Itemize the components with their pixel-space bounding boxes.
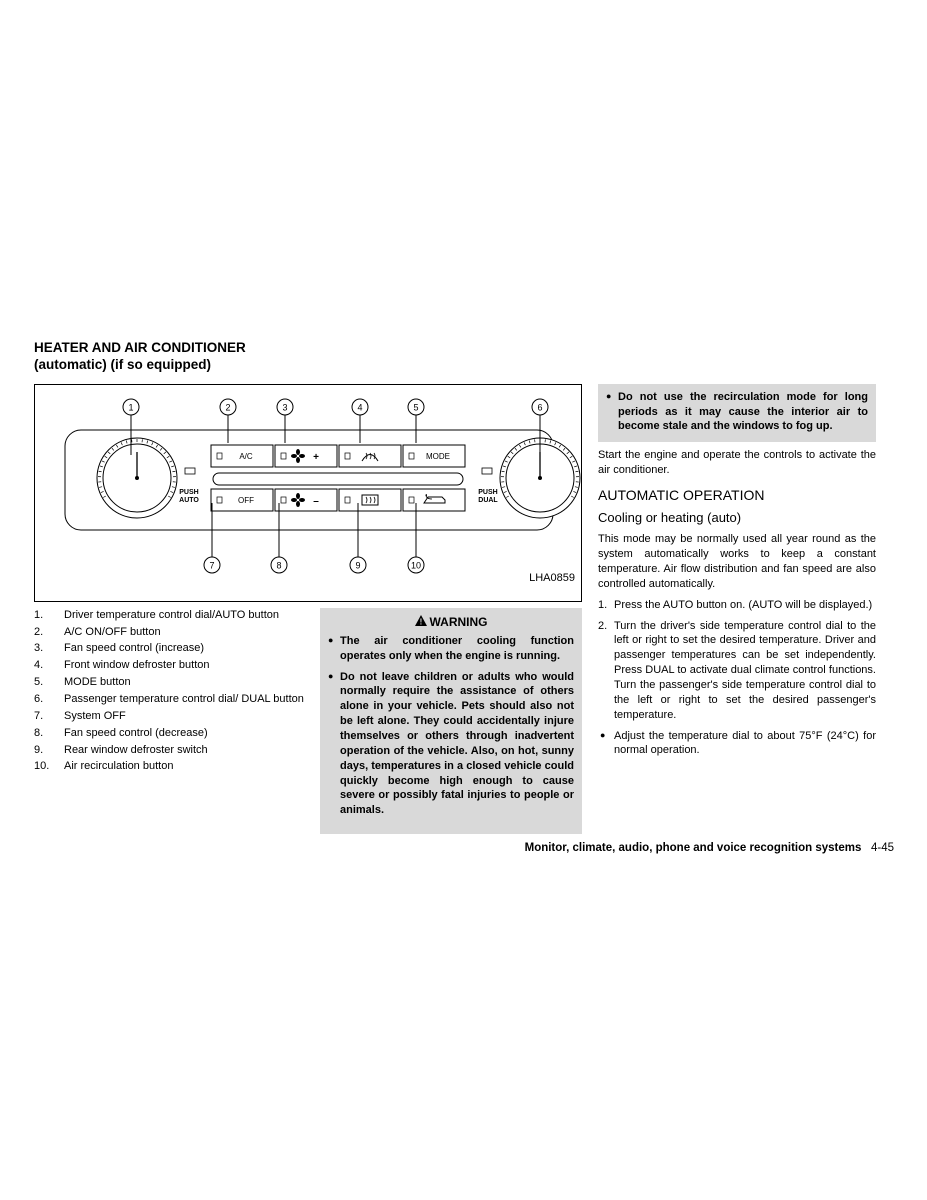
svg-text:10: 10 <box>411 560 421 570</box>
svg-text:2: 2 <box>225 402 230 412</box>
svg-text:PUSH: PUSH <box>179 489 198 496</box>
legend-text: Fan speed control (decrease) <box>64 726 304 741</box>
footer-page-number: 4-45 <box>871 842 894 854</box>
steps-list: 1.Press the AUTO button on. (AUTO will b… <box>598 598 876 723</box>
tip-bullet: Adjust the temperature dial to about 75°… <box>614 729 876 759</box>
control-panel-diagram: PUSHAUTOPUSHDUALA/C+MODEOFF–12345678910 … <box>34 384 582 602</box>
legend-item: 9.Rear window defroster switch <box>34 743 304 758</box>
legend-text: Passenger temperature control dial/ DUAL… <box>64 692 304 707</box>
svg-text:+: + <box>313 452 319 463</box>
page: HEATER AND AIR CONDITIONER (automatic) (… <box>34 340 894 834</box>
svg-text:6: 6 <box>537 402 542 412</box>
step-item: 1.Press the AUTO button on. (AUTO will b… <box>614 598 876 613</box>
legend-number: 2. <box>34 625 64 640</box>
legend-number: 4. <box>34 658 64 673</box>
legend-number: 6. <box>34 692 64 707</box>
title-line-2: (automatic) (if so equipped) <box>34 357 211 372</box>
diagram-svg: PUSHAUTOPUSHDUALA/C+MODEOFF–12345678910 <box>35 385 583 603</box>
svg-text:8: 8 <box>276 560 281 570</box>
svg-text:A/C: A/C <box>239 452 253 461</box>
legend-text: Driver temperature control dial/AUTO but… <box>64 608 304 623</box>
svg-text:3: 3 <box>282 402 287 412</box>
svg-text:1: 1 <box>128 402 133 412</box>
warning-item: Do not leave children or adults who woul… <box>340 670 574 818</box>
legend-number: 5. <box>34 675 64 690</box>
legend-text: Rear window defroster switch <box>64 743 304 758</box>
legend-item: 3.Fan speed control (increase) <box>34 641 304 656</box>
svg-text:4: 4 <box>357 402 362 412</box>
warning-icon: ! <box>415 614 427 630</box>
svg-text:AUTO: AUTO <box>179 497 199 504</box>
right-warning-box: Do not use the recirculation mode for lo… <box>598 384 876 443</box>
svg-text:MODE: MODE <box>426 452 450 461</box>
subsubsection-heading: Cooling or heating (auto) <box>598 509 876 527</box>
below-diagram: 1.Driver temperature control dial/AUTO b… <box>34 608 582 834</box>
legend-number: 9. <box>34 743 64 758</box>
svg-text:OFF: OFF <box>238 496 254 505</box>
tip-list: Adjust the temperature dial to about 75°… <box>598 729 876 759</box>
legend-list: 1.Driver temperature control dial/AUTO b… <box>34 608 304 834</box>
legend-text: System OFF <box>64 709 304 724</box>
warning-list: The air conditioner cooling function ope… <box>328 634 574 818</box>
legend-text: Fan speed control (increase) <box>64 641 304 656</box>
right-warning-text: Do not use the recirculation mode for lo… <box>618 390 868 435</box>
legend-text: A/C ON/OFF button <box>64 625 304 640</box>
legend-number: 10. <box>34 759 64 774</box>
svg-text:5: 5 <box>413 402 418 412</box>
svg-text:–: – <box>313 496 319 507</box>
intro-paragraph: Start the engine and operate the control… <box>598 448 876 478</box>
svg-text:DUAL: DUAL <box>478 497 498 504</box>
section-title: HEATER AND AIR CONDITIONER (automatic) (… <box>34 340 894 374</box>
legend-text: Front window defroster button <box>64 658 304 673</box>
subsection-heading: AUTOMATIC OPERATION <box>598 486 876 505</box>
warning-heading: ! WARNING <box>328 614 574 630</box>
svg-text:PUSH: PUSH <box>478 489 497 496</box>
legend-item: 7.System OFF <box>34 709 304 724</box>
legend-item: 1.Driver temperature control dial/AUTO b… <box>34 608 304 623</box>
legend-item: 2.A/C ON/OFF button <box>34 625 304 640</box>
description-paragraph: This mode may be normally used all year … <box>598 532 876 591</box>
warning-box: ! WARNING The air conditioner cooling fu… <box>320 608 582 834</box>
legend-number: 7. <box>34 709 64 724</box>
footer-section: Monitor, climate, audio, phone and voice… <box>525 842 862 854</box>
legend-text: Air recirculation button <box>64 759 304 774</box>
svg-text:9: 9 <box>355 560 360 570</box>
step-item: 2.Turn the driver's side temperature con… <box>614 619 876 723</box>
legend-number: 3. <box>34 641 64 656</box>
diagram-label: LHA0859 <box>529 571 575 586</box>
legend-item: 10.Air recirculation button <box>34 759 304 774</box>
legend-text: MODE button <box>64 675 304 690</box>
legend-item: 4.Front window defroster button <box>34 658 304 673</box>
legend-item: 5.MODE button <box>34 675 304 690</box>
left-column: PUSHAUTOPUSHDUALA/C+MODEOFF–12345678910 … <box>34 384 582 834</box>
svg-text:7: 7 <box>209 560 214 570</box>
page-footer: Monitor, climate, audio, phone and voice… <box>34 841 894 857</box>
title-line-1: HEATER AND AIR CONDITIONER <box>34 340 246 355</box>
right-column: Do not use the recirculation mode for lo… <box>598 384 876 764</box>
columns: PUSHAUTOPUSHDUALA/C+MODEOFF–12345678910 … <box>34 384 894 834</box>
svg-text:!: ! <box>419 617 422 626</box>
legend-item: 6.Passenger temperature control dial/ DU… <box>34 692 304 707</box>
warning-heading-text: WARNING <box>430 615 488 629</box>
warning-item: The air conditioner cooling function ope… <box>340 634 574 664</box>
legend-item: 8.Fan speed control (decrease) <box>34 726 304 741</box>
legend-number: 8. <box>34 726 64 741</box>
legend-number: 1. <box>34 608 64 623</box>
